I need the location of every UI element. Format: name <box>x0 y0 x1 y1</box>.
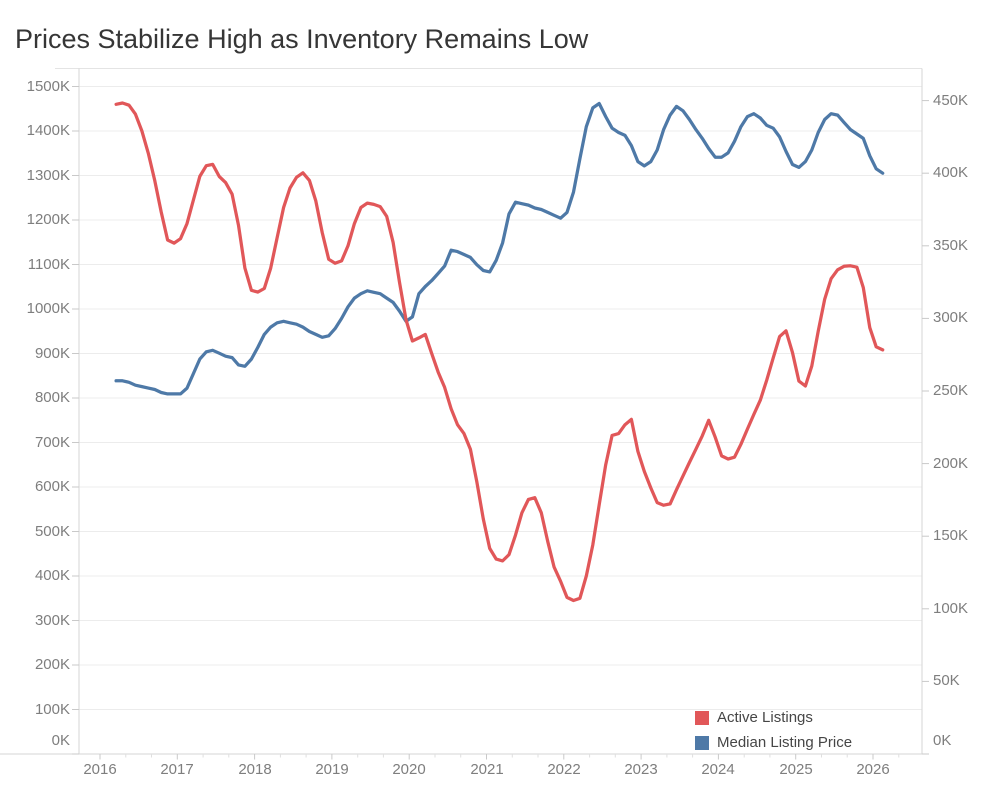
y-axis-right-tick-label: 250K <box>933 382 969 399</box>
y-axis-left-tick-label: 900K <box>34 345 70 362</box>
x-axis-tick-label: 2024 <box>701 761 735 778</box>
y-axis-left-tick-label: 700K <box>34 434 70 451</box>
x-axis-tick-label: 2026 <box>856 761 890 778</box>
legend-label-active-listings: Active Listings <box>717 709 813 726</box>
legend-item-median-listing-price[interactable]: Median Listing Price <box>695 730 852 755</box>
y-axis-right-tick-label: 300K <box>933 309 969 326</box>
x-axis-tick-label: 2019 <box>315 761 349 778</box>
y-axis-right-tick-label: 0K <box>933 732 952 749</box>
x-axis-tick-label: 2016 <box>83 761 117 778</box>
y-axis-right-tick-label: 400K <box>933 164 969 181</box>
y-axis-left-tick-label: 100K <box>34 701 70 718</box>
y-axis-left-tick-label: 1100K <box>27 256 70 273</box>
x-axis-tick-label: 2022 <box>547 761 581 778</box>
active-listings-line[interactable] <box>114 101 885 603</box>
y-axis-left-tick-label: 200K <box>34 656 70 673</box>
x-axis-tick-label: 2023 <box>624 761 658 778</box>
y-axis-right-tick-label: 350K <box>933 237 969 254</box>
legend-label-median-listing-price: Median Listing Price <box>717 734 853 751</box>
y-axis-left-tick-label: 1000K <box>26 300 70 317</box>
y-axis-left-tick-label: 400K <box>34 567 70 584</box>
y-axis-left-tick-label: 1500K <box>26 78 70 95</box>
active-listings-swatch <box>695 710 709 725</box>
y-axis-left-tick-label: 1300K <box>26 167 70 184</box>
y-axis-left-tick-label: 0K <box>51 732 70 749</box>
y-axis-right-tick-label: 150K <box>933 527 969 544</box>
y-axis-right-tick-label: 50K <box>933 672 960 689</box>
x-axis-tick-label: 2021 <box>470 761 504 778</box>
x-axis-tick-label: 2020 <box>392 761 426 778</box>
y-axis-left-tick-label: 300K <box>34 612 70 629</box>
y-axis-left-tick-label: 1200K <box>26 211 70 228</box>
y-axis-right-tick-label: 100K <box>933 600 969 617</box>
median-listing-price-line[interactable] <box>114 101 885 396</box>
y-axis-left-tick-label: 800K <box>34 389 70 406</box>
y-axis-left-tick-label: 500K <box>34 523 70 540</box>
chart-title: Prices Stabilize High as Inventory Remai… <box>15 24 589 54</box>
y-axis-right-tick-label: 450K <box>933 92 969 109</box>
x-axis-tick-label: 2025 <box>779 761 813 778</box>
x-axis-tick-label: 2018 <box>238 761 272 778</box>
y-axis-left-tick-label: 1400K <box>26 122 70 139</box>
y-axis-left-tick-label: 600K <box>34 478 70 495</box>
legend-item-active-listings[interactable]: Active Listings <box>695 705 852 730</box>
y-axis-right-tick-label: 200K <box>933 455 969 472</box>
legend: Active Listings Median Listing Price <box>695 705 852 755</box>
x-axis-tick-label: 2017 <box>160 761 194 778</box>
median-listing-price-swatch <box>695 735 709 750</box>
